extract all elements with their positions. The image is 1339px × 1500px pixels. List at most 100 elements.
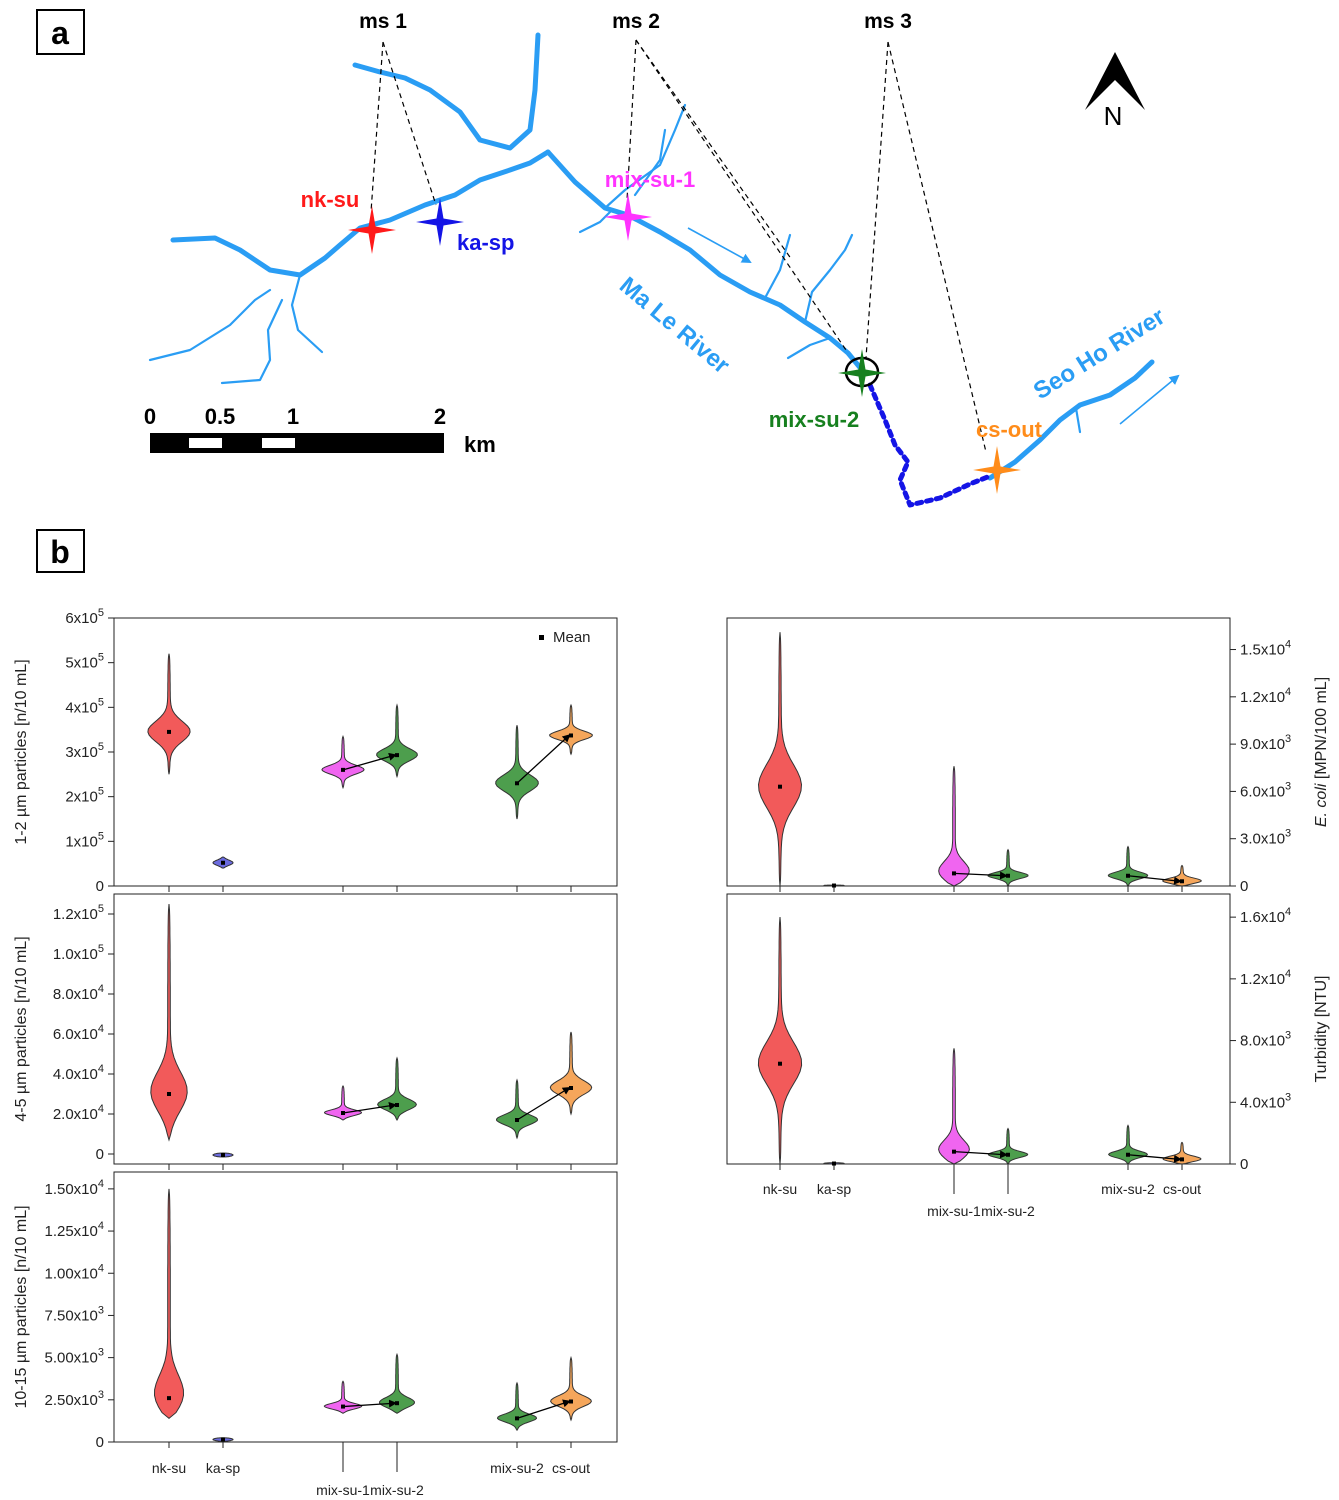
violin-cs-out bbox=[549, 1031, 593, 1116]
mean-trend-arrow bbox=[1127, 1154, 1182, 1163]
north-branch bbox=[352, 32, 541, 151]
x-category-label: mix-su-2 bbox=[370, 1482, 424, 1498]
violin-nk-su bbox=[757, 917, 803, 1165]
mean-marker bbox=[167, 729, 171, 734]
plot-frame bbox=[726, 893, 1231, 1165]
violin-nk-su bbox=[757, 632, 803, 887]
violin-mix-su-1 bbox=[938, 1048, 970, 1165]
mean-marker bbox=[395, 753, 399, 758]
violin-mix-su-1 bbox=[323, 1380, 363, 1414]
violin-mix-su-2 bbox=[987, 1127, 1029, 1165]
scale-bar-body bbox=[150, 433, 444, 453]
y-axis-label: 4-5 µm particles [n/10 mL] bbox=[13, 936, 30, 1121]
chart-p12: 0 1x105 2x105 3x105 4x105 5x105 6x105 1-2 µm pa… bbox=[13, 607, 618, 895]
scale-bar-segment bbox=[189, 438, 222, 448]
scale-tick-0-5: 0.5 bbox=[205, 404, 236, 429]
mean-trend-arrow bbox=[953, 871, 1008, 880]
panel-b-box bbox=[36, 529, 85, 573]
y-tick-label: 0 bbox=[1240, 878, 1248, 895]
x-category-label: nk-su bbox=[763, 1181, 797, 1197]
y-tick-label: 2.50x103 bbox=[44, 1389, 104, 1409]
river-label-seo-ho: Seo Ho River bbox=[1029, 303, 1170, 405]
y-axis-label: 10-15 µm particles [n/10 mL] bbox=[13, 1205, 30, 1408]
river-network bbox=[148, 32, 1155, 508]
x-category-label: mix-su-2 bbox=[1101, 1181, 1155, 1197]
y-tick-label: 1x105 bbox=[65, 830, 104, 850]
main-river-upper bbox=[170, 149, 551, 278]
station-links bbox=[370, 39, 987, 453]
panel-a-box bbox=[36, 9, 85, 55]
mean-marker bbox=[167, 1396, 171, 1401]
culvert-dotted bbox=[867, 382, 993, 508]
mean-marker bbox=[569, 1086, 573, 1090]
y-tick-label: 0 bbox=[96, 1434, 104, 1451]
x-category-label: cs-out bbox=[1163, 1181, 1201, 1197]
plot-frame bbox=[726, 617, 1231, 887]
plot-frame bbox=[113, 1171, 618, 1443]
violin-mix-su-2 bbox=[987, 848, 1029, 887]
mean-trend-arrow bbox=[342, 1399, 397, 1408]
mean-trend-arrow bbox=[342, 752, 397, 771]
scale-tick-2: 2 bbox=[434, 404, 446, 429]
y-tick-label: 2.0x104 bbox=[53, 1103, 104, 1123]
mean-marker bbox=[778, 1061, 782, 1066]
y-tick-label: 3x105 bbox=[65, 741, 104, 761]
site-label: ka-sp bbox=[457, 230, 514, 255]
north-label: N bbox=[1104, 101, 1123, 131]
y-tick-label: 8.0x103 bbox=[1240, 1030, 1291, 1050]
violin-mix-su-1 bbox=[321, 735, 365, 790]
x-category-label: mix-su-2 bbox=[490, 1460, 544, 1476]
chart-turb: 0 4.0x103 8.0x103 1.2x104 1.6x104 Turbidity [… bbox=[726, 893, 1330, 1219]
y-tick-label: 2x105 bbox=[65, 786, 104, 806]
y-tick-label: 9.0x103 bbox=[1240, 733, 1291, 753]
site-marker-star bbox=[838, 349, 886, 397]
violin-nk-su bbox=[147, 653, 191, 775]
x-category-label: nk-su bbox=[152, 1460, 186, 1476]
site-marker-star bbox=[416, 198, 464, 246]
y-tick-label: 4.0x104 bbox=[53, 1063, 104, 1083]
y-tick-label: 0 bbox=[96, 878, 104, 895]
mean-marker bbox=[395, 1103, 399, 1107]
flow-arrow-seo-ho bbox=[1119, 374, 1180, 425]
mean-marker bbox=[1180, 879, 1184, 884]
violin-cs-out bbox=[550, 1355, 592, 1422]
chart-p45: 0 2.0x104 4.0x104 6.0x104 8.0x104 1.0x105 1.2x… bbox=[13, 893, 618, 1170]
y-tick-label: 1.00x104 bbox=[44, 1262, 104, 1282]
panel-a-letter: a bbox=[51, 15, 69, 51]
site-marker-star bbox=[604, 193, 652, 241]
y-tick-label: 1.2x105 bbox=[53, 903, 104, 923]
site-marker-star bbox=[348, 206, 396, 254]
violin-mix-su-2 bbox=[376, 703, 418, 779]
y-tick-label: 0 bbox=[1240, 1156, 1248, 1173]
violin-mix-su-2 bbox=[1107, 1124, 1149, 1165]
scale-bar: 0 0.5 1 2 km bbox=[144, 404, 496, 457]
monitoring-station-label: ms 1 bbox=[359, 10, 407, 33]
monitoring-station-labels: ms 1 ms 2 ms 3 bbox=[359, 10, 912, 33]
scale-tick-1: 1 bbox=[287, 404, 299, 429]
map-panel: a bbox=[36, 9, 1180, 508]
legend-mean-label: Mean bbox=[553, 629, 591, 646]
site-labels: nk-su ka-sp mix-su-1 mix-su-2 cs-out bbox=[301, 167, 1043, 442]
y-tick-label: 7.50x103 bbox=[44, 1304, 104, 1324]
mean-marker bbox=[778, 784, 782, 789]
mean-marker bbox=[395, 1401, 399, 1406]
mean-marker bbox=[167, 1092, 171, 1096]
plot-frame bbox=[113, 893, 618, 1165]
y-axis-label: Turbidity [NTU] bbox=[1313, 976, 1330, 1083]
y-tick-label: 1.2x104 bbox=[1240, 968, 1291, 988]
chart-ecoli: 0 3.0x103 6.0x103 9.0x103 1.2x104 1.5x104 E. c… bbox=[726, 617, 1330, 895]
y-tick-label: 4x105 bbox=[65, 696, 104, 716]
site-label: nk-su bbox=[301, 187, 360, 212]
legend-mean-marker bbox=[539, 635, 544, 640]
mean-marker bbox=[832, 883, 836, 888]
violin-mix-su-2 bbox=[495, 1078, 539, 1140]
mean-marker bbox=[569, 733, 573, 738]
y-tick-label: 1.50x104 bbox=[44, 1178, 104, 1198]
site-label: cs-out bbox=[976, 417, 1043, 442]
x-category-label: cs-out bbox=[552, 1460, 590, 1476]
mean-trend-arrow bbox=[953, 1150, 1008, 1159]
scale-bar-segment bbox=[262, 438, 295, 448]
north-arrow: N bbox=[1085, 52, 1145, 131]
mean-trend-arrow bbox=[1127, 875, 1182, 885]
